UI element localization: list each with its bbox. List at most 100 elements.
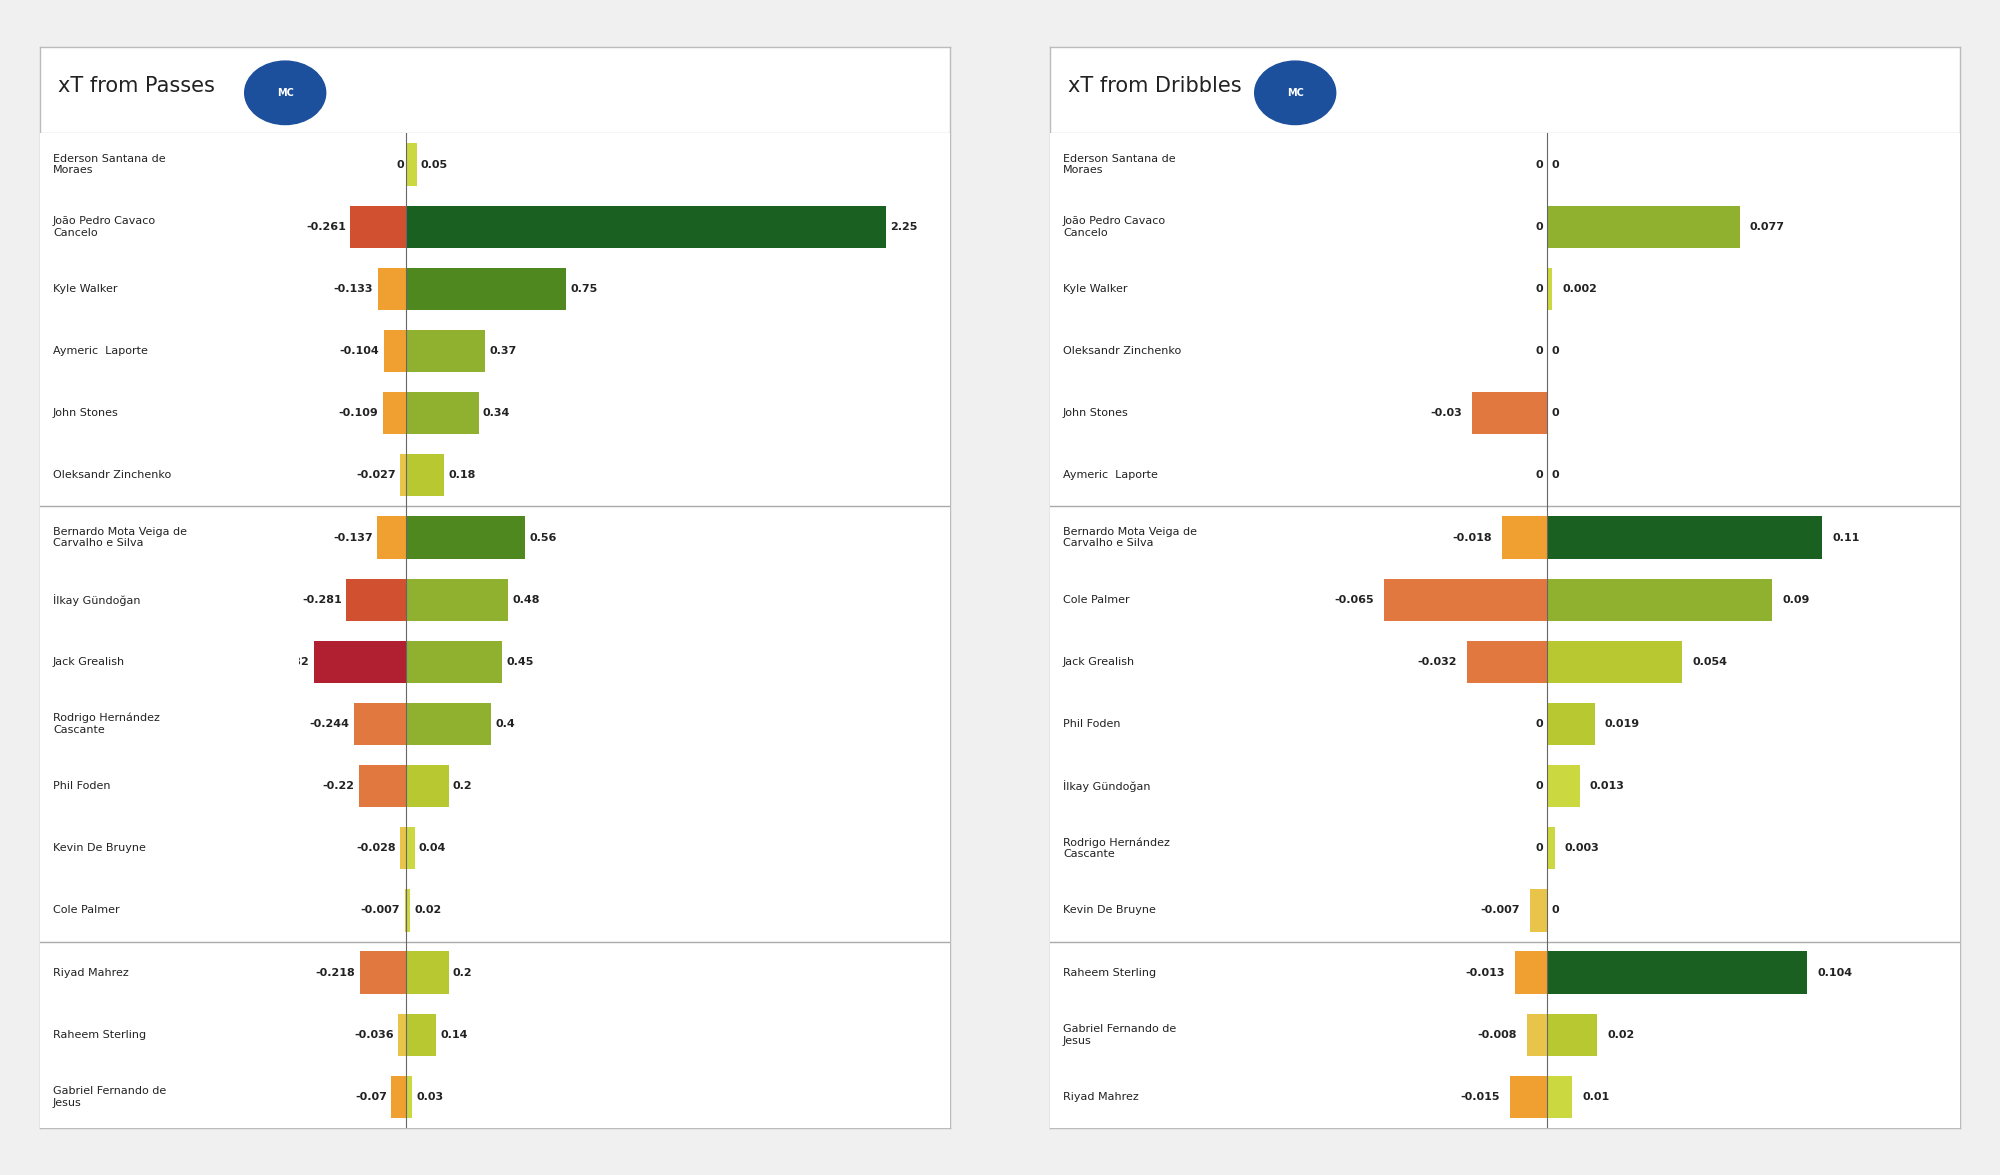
Bar (360, 765, 406, 807)
Bar (1502, 516, 1548, 558)
Text: -0.218: -0.218 (316, 967, 356, 978)
Bar (406, 455, 444, 497)
Text: -0.032: -0.032 (1418, 657, 1456, 667)
Text: 0: 0 (1552, 160, 1558, 169)
Text: Phil Foden: Phil Foden (52, 781, 110, 791)
Bar (1548, 952, 1808, 994)
Text: 0.03: 0.03 (416, 1092, 444, 1102)
Text: João Pedro Cavaco
Cancelo: João Pedro Cavaco Cancelo (52, 216, 156, 237)
Text: -0.432: -0.432 (270, 657, 310, 667)
Text: Cole Palmer: Cole Palmer (1062, 595, 1130, 605)
Text: Kevin De Bruyne: Kevin De Bruyne (1062, 906, 1156, 915)
Bar (406, 765, 448, 807)
Text: 0.054: 0.054 (1692, 657, 1728, 667)
Text: -0.036: -0.036 (354, 1029, 394, 1040)
Bar (360, 952, 406, 994)
Text: 0: 0 (1536, 719, 1544, 728)
Text: 0.37: 0.37 (490, 345, 516, 356)
Text: Bernardo Mota Veiga de
Carvalho e Silva: Bernardo Mota Veiga de Carvalho e Silva (1062, 526, 1196, 549)
Bar (406, 1076, 412, 1119)
Bar (346, 578, 406, 620)
Text: Aymeric  Laporte: Aymeric Laporte (1062, 470, 1158, 481)
Text: 0.002: 0.002 (1562, 284, 1596, 294)
Bar (1548, 1076, 1572, 1119)
Bar (1548, 765, 1580, 807)
Text: 0: 0 (1552, 408, 1558, 418)
Bar (1514, 952, 1548, 994)
Bar (406, 952, 448, 994)
Text: Riyad Mahrez: Riyad Mahrez (1062, 1092, 1138, 1102)
Text: -0.244: -0.244 (310, 719, 350, 728)
Text: 0.2: 0.2 (452, 781, 472, 791)
Bar (1548, 703, 1594, 745)
Text: Oleksandr Zinchenko: Oleksandr Zinchenko (1062, 345, 1182, 356)
Text: Ederson Santana de
Moraes: Ederson Santana de Moraes (1062, 154, 1176, 175)
Bar (1548, 268, 1552, 310)
Bar (378, 268, 406, 310)
Text: xT from Dribbles: xT from Dribbles (1068, 76, 1242, 96)
Bar (1528, 1014, 1548, 1056)
Text: -0.065: -0.065 (1334, 595, 1374, 605)
Text: 0: 0 (1536, 345, 1544, 356)
Text: 0.05: 0.05 (420, 160, 448, 169)
Bar (406, 578, 508, 620)
Text: Kevin De Bruyne: Kevin De Bruyne (52, 844, 146, 853)
Text: 0: 0 (1536, 470, 1544, 481)
Text: -0.028: -0.028 (356, 844, 396, 853)
Bar (314, 640, 406, 683)
Text: -0.137: -0.137 (332, 532, 372, 543)
Bar (350, 206, 406, 248)
Text: Phil Foden: Phil Foden (1062, 719, 1120, 728)
Bar (354, 703, 406, 745)
Text: Kyle Walker: Kyle Walker (1062, 284, 1128, 294)
Bar (1548, 827, 1554, 870)
Text: Bernardo Mota Veiga de
Carvalho e Silva: Bernardo Mota Veiga de Carvalho e Silva (52, 526, 186, 549)
Text: -0.261: -0.261 (306, 222, 346, 231)
Bar (400, 455, 406, 497)
Text: Kyle Walker: Kyle Walker (52, 284, 118, 294)
Text: 0: 0 (1536, 284, 1544, 294)
Text: 0: 0 (396, 160, 404, 169)
Text: Rodrigo Hernández
Cascante: Rodrigo Hernández Cascante (52, 713, 160, 736)
Text: 0.003: 0.003 (1564, 844, 1600, 853)
Text: 0.34: 0.34 (482, 408, 510, 418)
Text: Cole Palmer: Cole Palmer (52, 906, 120, 915)
Text: 2.25: 2.25 (890, 222, 918, 231)
Text: -0.281: -0.281 (302, 595, 342, 605)
Text: -0.109: -0.109 (338, 408, 378, 418)
Text: John Stones: John Stones (52, 408, 118, 418)
Text: 0.09: 0.09 (1782, 595, 1810, 605)
Text: 0: 0 (1552, 345, 1558, 356)
Text: 0: 0 (1536, 222, 1544, 231)
Text: 0.019: 0.019 (1604, 719, 1640, 728)
Text: 0.56: 0.56 (530, 532, 558, 543)
Text: Oleksandr Zinchenko: Oleksandr Zinchenko (52, 470, 172, 481)
Text: Aymeric  Laporte: Aymeric Laporte (52, 345, 148, 356)
Bar (406, 703, 492, 745)
Text: -0.008: -0.008 (1478, 1029, 1518, 1040)
Text: 0.02: 0.02 (1608, 1029, 1634, 1040)
Bar (400, 827, 406, 870)
Bar (1384, 578, 1548, 620)
Text: 0.48: 0.48 (512, 595, 540, 605)
Text: -0.015: -0.015 (1460, 1092, 1500, 1102)
Text: 0.14: 0.14 (440, 1029, 468, 1040)
Text: -0.03: -0.03 (1430, 408, 1462, 418)
Text: Raheem Sterling: Raheem Sterling (52, 1029, 146, 1040)
Text: John Stones: John Stones (1062, 408, 1128, 418)
Bar (406, 206, 886, 248)
Text: 0.11: 0.11 (1832, 532, 1860, 543)
Bar (1468, 640, 1548, 683)
Bar (1530, 889, 1548, 932)
Text: -0.013: -0.013 (1466, 967, 1504, 978)
Bar (1548, 206, 1740, 248)
Text: 0: 0 (1552, 906, 1558, 915)
Circle shape (244, 61, 326, 125)
Bar (406, 516, 526, 558)
Text: 0: 0 (1536, 160, 1544, 169)
Text: 0.104: 0.104 (1818, 967, 1852, 978)
Text: -0.027: -0.027 (356, 470, 396, 481)
Text: 0.013: 0.013 (1590, 781, 1624, 791)
Bar (392, 1076, 406, 1119)
Text: 0.2: 0.2 (452, 967, 472, 978)
